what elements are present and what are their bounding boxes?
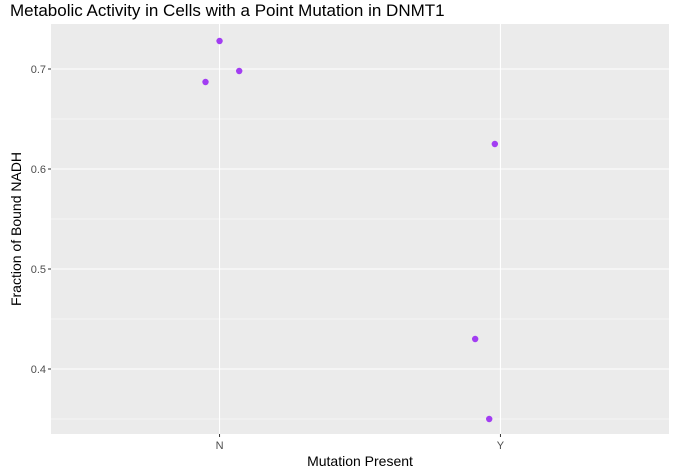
data-point <box>471 335 479 343</box>
x-tick-label: N <box>216 440 224 452</box>
data-point <box>486 415 493 423</box>
y-axis-title: Fraction of Bound NADH <box>8 152 24 306</box>
minor-gridlines <box>51 118 669 420</box>
y-tick-label: 0.7 <box>31 64 46 76</box>
x-tick-label: Y <box>497 440 505 452</box>
data-point <box>491 140 499 148</box>
data-point <box>236 67 243 75</box>
y-tick-label: 0.4 <box>31 364 46 376</box>
y-tick-label: 0.6 <box>31 164 46 176</box>
plot-panel <box>51 24 669 434</box>
data-point <box>216 37 223 45</box>
chart-title: Metabolic Activity in Cells with a Point… <box>10 1 445 20</box>
y-axis: 0.4 0.5 0.6 0.7 <box>31 64 51 376</box>
y-tick-label: 0.5 <box>31 264 46 276</box>
data-point <box>202 78 209 86</box>
major-gridlines <box>51 24 669 434</box>
x-axis-title: Mutation Present <box>307 453 413 469</box>
data-points <box>202 37 499 423</box>
